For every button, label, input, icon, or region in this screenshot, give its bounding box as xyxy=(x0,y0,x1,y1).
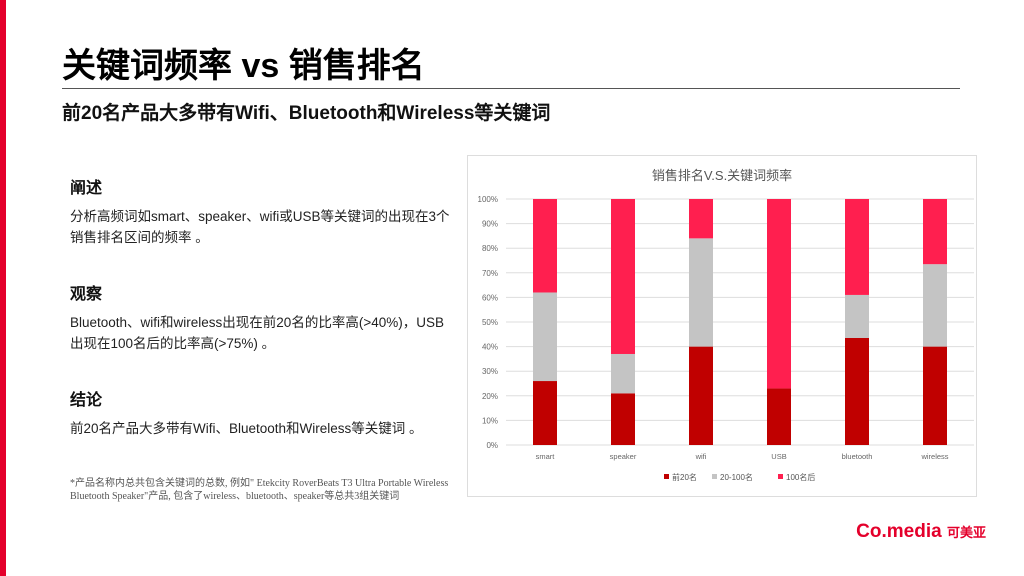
y-tick-label: 20% xyxy=(482,392,498,401)
x-tick-label: USB xyxy=(771,452,786,461)
bar-segment xyxy=(611,353,635,394)
y-tick-label: 100% xyxy=(478,195,498,204)
legend-swatch xyxy=(778,474,783,479)
section-heading: 阐述 xyxy=(70,180,103,197)
y-tick-label: 30% xyxy=(482,367,498,376)
section-heading: 结论 xyxy=(70,392,103,409)
logo-cn: 可美亚 xyxy=(946,525,986,540)
y-tick-label: 10% xyxy=(482,416,498,425)
bar-segment xyxy=(845,337,869,445)
y-tick-label: 70% xyxy=(482,269,498,278)
bar-segment xyxy=(923,264,947,347)
y-tick-label: 50% xyxy=(482,318,498,327)
page-subtitle: 前20名产品大多带有Wifi、Bluetooth和Wireless等关键词 xyxy=(62,103,551,124)
bar-segment xyxy=(923,346,947,445)
bar-segment xyxy=(767,388,791,445)
y-tick-label: 40% xyxy=(482,343,498,352)
chart-title: 销售排名V.S.关键词频率 xyxy=(652,168,792,183)
y-tick-label: 90% xyxy=(482,220,498,229)
y-tick-label: 60% xyxy=(482,293,498,302)
bar-segment xyxy=(923,199,947,265)
bar-segment xyxy=(689,238,713,347)
x-tick-label: wifi xyxy=(695,452,707,461)
bar-segment xyxy=(689,199,713,239)
bar-segment xyxy=(611,393,635,445)
bar-segment xyxy=(533,381,557,445)
logo-text: Co.media xyxy=(856,521,942,542)
bar-segment xyxy=(611,199,635,354)
section-text: Bluetooth、wifi和wireless出现在前20名的比率高(>40%)… xyxy=(70,315,444,351)
accent-stripe xyxy=(0,0,6,576)
bar-segment xyxy=(533,292,557,382)
x-tick-label: smart xyxy=(536,452,556,461)
x-tick-label: bluetooth xyxy=(842,452,873,461)
bar-segment xyxy=(689,346,713,445)
bar-segment xyxy=(845,294,869,338)
legend-label: 前20名 xyxy=(672,472,697,482)
legend-swatch xyxy=(664,474,669,479)
y-tick-label: 0% xyxy=(486,441,498,450)
logo: Co.media 可美亚 xyxy=(856,521,986,543)
bar-segment xyxy=(845,199,869,295)
bar-segment xyxy=(767,199,791,389)
legend-label: 100名后 xyxy=(786,472,815,482)
legend-swatch xyxy=(712,474,717,479)
section-text: 分析高频词如smart、speaker、wifi或USB等关键词的出现在3个销售… xyxy=(70,209,450,245)
x-tick-label: speaker xyxy=(610,452,637,461)
divider xyxy=(62,88,960,89)
chart: 销售排名V.S.关键词频率 0% 10% 20% 30% 40% 50% 60% 70% 80%… xyxy=(467,155,977,497)
footnote: *产品名称内总共包含关键词的总数, 例如" Etekcity RoverBeat… xyxy=(70,478,449,502)
bar-segment xyxy=(533,199,557,293)
page-title: 关键词频率 vs 销售排名 xyxy=(62,47,425,85)
stacked-bar-chart: 销售排名V.S.关键词频率 0% 10% 20% 30% 40% 50% 60% 70% 80%… xyxy=(478,168,974,482)
legend-label: 20-100名 xyxy=(720,472,753,482)
y-tick-label: 80% xyxy=(482,244,498,253)
x-tick-label: wireless xyxy=(920,452,948,461)
section-heading: 观察 xyxy=(70,286,103,303)
section-text: 前20名产品大多带有Wifi、Bluetooth和Wireless等关键词 。 xyxy=(70,421,423,436)
